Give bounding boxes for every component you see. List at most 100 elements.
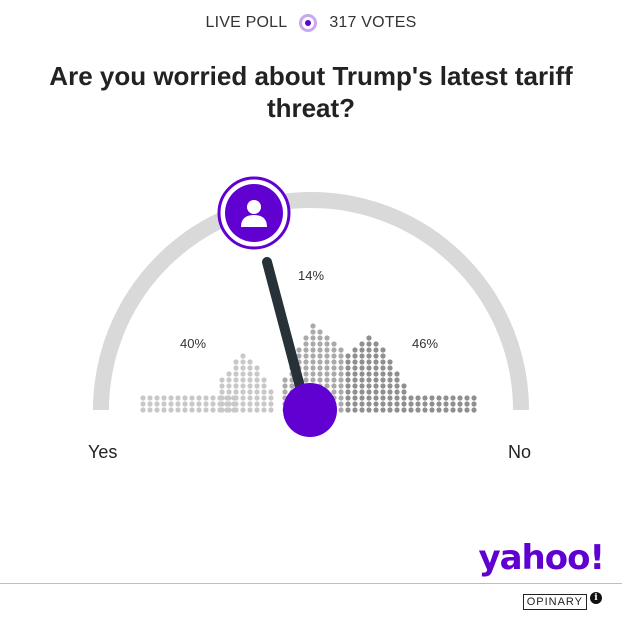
- vote-dot-middle: [303, 365, 309, 371]
- vote-dot-yes: [203, 395, 209, 401]
- vote-dot-no: [436, 407, 442, 413]
- gauge-needle[interactable]: [262, 257, 308, 403]
- vote-dot-no: [422, 401, 428, 407]
- vote-dot-no: [345, 359, 351, 365]
- vote-dot-yes: [261, 377, 267, 383]
- vote-dot-no: [380, 353, 386, 359]
- vote-dot-no: [352, 371, 358, 377]
- live-poll-label: LIVE POLL: [205, 14, 288, 31]
- vote-dot-yes: [247, 359, 253, 365]
- vote-dot-yes: [219, 407, 225, 413]
- vote-count: 317 VOTES: [329, 14, 417, 31]
- vote-dot-middle: [317, 335, 323, 341]
- vote-dot-no: [401, 389, 407, 395]
- vote-dot-yes: [161, 395, 167, 401]
- option-yes-label[interactable]: Yes: [88, 442, 118, 462]
- vote-dot-yes: [154, 395, 160, 401]
- vote-dot-middle: [317, 329, 323, 335]
- vote-dot-no: [464, 407, 470, 413]
- vote-dot-middle: [338, 383, 344, 389]
- vote-dot-no: [373, 353, 379, 359]
- yahoo-logo[interactable]: yahoo!: [478, 538, 605, 578]
- vote-dot-no: [415, 407, 421, 413]
- vote-dot-middle: [296, 347, 302, 353]
- vote-dot-middle: [331, 359, 337, 365]
- vote-dot-yes: [247, 401, 253, 407]
- vote-dot-middle: [331, 341, 337, 347]
- vote-dot-no: [415, 395, 421, 401]
- vote-dot-yes: [233, 395, 239, 401]
- vote-dot-middle: [282, 389, 288, 395]
- vote-dot-middle: [331, 371, 337, 377]
- vote-dot-middle: [303, 341, 309, 347]
- vote-dot-yes: [175, 395, 181, 401]
- vote-dot-no: [366, 335, 372, 341]
- vote-dot-yes: [226, 383, 232, 389]
- vote-dot-yes: [219, 383, 225, 389]
- vote-dot-no: [408, 401, 414, 407]
- vote-dot-middle: [310, 353, 316, 359]
- vote-dot-no: [380, 365, 386, 371]
- vote-dot-middle: [331, 353, 337, 359]
- needle-pivot[interactable]: [283, 383, 337, 437]
- vote-dot-middle: [331, 389, 337, 395]
- vote-dot-yes: [168, 401, 174, 407]
- vote-dot-yes: [233, 383, 239, 389]
- vote-dot-no: [366, 377, 372, 383]
- vote-dot-no: [366, 395, 372, 401]
- vote-dot-yes: [233, 407, 239, 413]
- vote-dot-yes: [240, 389, 246, 395]
- vote-dot-middle: [317, 341, 323, 347]
- vote-dot-no: [366, 341, 372, 347]
- vote-dot-no: [373, 365, 379, 371]
- user-avatar-handle[interactable]: [217, 176, 291, 250]
- vote-dot-middle: [310, 365, 316, 371]
- poll-header: LIVE POLL 317 VOTES: [0, 14, 622, 32]
- vote-dot-yes: [247, 389, 253, 395]
- vote-dot-yes: [189, 401, 195, 407]
- vote-dot-no: [359, 395, 365, 401]
- vote-dot-no: [401, 395, 407, 401]
- vote-dot-yes: [196, 401, 202, 407]
- vote-dot-yes: [210, 401, 216, 407]
- opinary-branding[interactable]: OPINARY i: [522, 592, 602, 610]
- vote-dot-middle: [317, 377, 323, 383]
- vote-dot-no: [380, 389, 386, 395]
- vote-dot-middle: [338, 401, 344, 407]
- vote-dot-middle: [310, 371, 316, 377]
- vote-dot-yes: [240, 383, 246, 389]
- vote-dot-yes: [254, 383, 260, 389]
- vote-dot-no: [359, 347, 365, 353]
- vote-dot-middle: [317, 347, 323, 353]
- vote-dot-middle: [310, 377, 316, 383]
- vote-dot-middle: [324, 353, 330, 359]
- vote-dot-yes: [226, 407, 232, 413]
- vote-dot-no: [352, 347, 358, 353]
- option-no-label[interactable]: No: [508, 442, 532, 462]
- vote-dot-no: [450, 401, 456, 407]
- vote-dot-yes: [261, 389, 267, 395]
- vote-dot-yes: [175, 401, 181, 407]
- vote-dot-no: [415, 401, 421, 407]
- vote-dot-yes: [182, 395, 188, 401]
- vote-dot-no: [345, 365, 351, 371]
- vote-dot-middle: [324, 359, 330, 365]
- vote-dot-no: [380, 395, 386, 401]
- vote-dot-yes: [203, 401, 209, 407]
- vote-dot-no: [373, 389, 379, 395]
- vote-dot-no: [352, 377, 358, 383]
- vote-dot-no: [373, 359, 379, 365]
- info-icon[interactable]: i: [590, 592, 602, 604]
- vote-dot-yes: [233, 377, 239, 383]
- poll-gauge[interactable]: [0, 170, 622, 460]
- vote-dot-no: [471, 401, 477, 407]
- vote-dot-yes: [226, 401, 232, 407]
- vote-dot-yes: [182, 401, 188, 407]
- vote-dot-yes: [168, 395, 174, 401]
- vote-dot-yes: [210, 407, 216, 413]
- vote-dot-middle: [296, 353, 302, 359]
- vote-dot-no: [373, 371, 379, 377]
- option-middle-percent: 14%: [298, 268, 325, 283]
- vote-dot-yes: [161, 401, 167, 407]
- vote-dot-no: [394, 395, 400, 401]
